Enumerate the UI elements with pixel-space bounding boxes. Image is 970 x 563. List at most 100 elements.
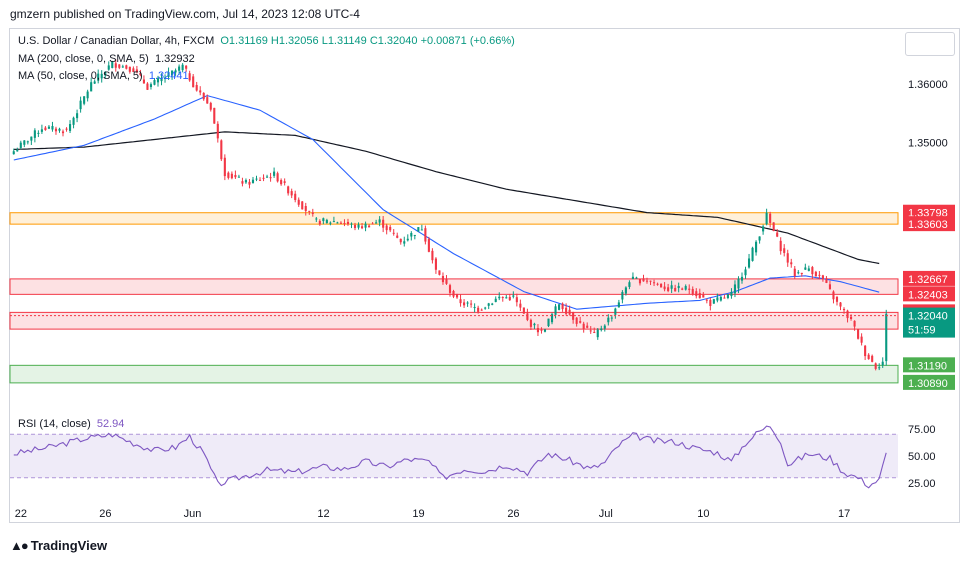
candle [709,297,712,311]
candle [582,321,585,333]
candle [230,171,233,180]
candle [329,221,332,226]
candle [793,265,796,279]
candle [12,148,15,155]
candle [871,354,874,363]
ma200-legend: MA (200, close, 0, SMA, 5) 1.32932 [18,53,195,65]
candle [392,229,395,236]
candle [558,303,561,311]
candle [684,284,687,291]
candle [206,94,209,104]
candle [47,125,50,130]
candle [825,276,828,284]
candle [118,64,121,70]
candle [645,277,649,284]
candle [294,190,297,203]
chart-settings-button[interactable] [905,32,955,56]
price-tag: 1.32403 [903,286,955,302]
candle [480,308,483,311]
candle [519,299,522,312]
candle [547,318,550,328]
candle [406,234,409,242]
candle [814,270,817,277]
candle [357,222,360,230]
candle [68,120,72,134]
candle [575,317,578,327]
candle [156,75,160,87]
candle [135,65,138,74]
chart-frame [9,28,960,523]
candle [431,248,434,264]
candle [747,253,751,269]
candle [642,274,645,282]
time-tick-label: 22 [15,508,27,520]
candle [804,263,807,271]
candles [12,59,888,371]
candle [610,315,613,322]
candle [540,327,543,334]
candle [142,75,145,84]
candle [160,73,163,86]
candle [550,312,554,325]
candle [533,322,536,329]
candle [635,276,638,279]
svg-text:51:59: 51:59 [908,325,936,337]
candle [61,129,65,137]
time-tick-label: 26 [99,508,111,520]
candle [195,81,198,92]
price-tags: 1.337981.336031.326671.324031.320951.318… [903,204,955,390]
candle [593,327,596,334]
time-tick-label: Jul [599,508,613,520]
candle [790,258,793,268]
candle [730,288,733,299]
candle [670,280,673,294]
candle [213,107,216,124]
time-tick-label: 19 [412,508,424,520]
candle [237,174,240,178]
candle [86,89,89,102]
candle [455,293,459,299]
candle [621,290,624,304]
candle [26,140,29,145]
ma200-value: 1.32932 [154,53,195,65]
candle [181,63,184,73]
candle [353,222,357,231]
candle [667,283,670,293]
candle [438,270,441,276]
zone-support-1 [9,311,899,330]
candle [128,66,131,74]
candle [262,174,265,182]
candle [241,177,244,187]
svg-text:1.31190: 1.31190 [908,360,947,372]
candle [688,284,691,295]
price-tag: 1.33603 [903,216,955,232]
rsi-chart[interactable]: 75.00 50.00 25.00 [0,410,970,510]
tradingview-logo[interactable]: ▲● TradingView [10,538,107,553]
candle [83,96,86,106]
candle [54,126,58,135]
candle [484,306,487,310]
candle [674,284,677,292]
candle [663,282,666,292]
candle [512,291,515,299]
candle [501,296,504,302]
candle [104,71,107,79]
candle [561,302,564,312]
candle [835,295,839,306]
candle [269,172,272,182]
rsi-tick-label: 50.00 [908,451,936,463]
candle [174,68,177,76]
price-axis-ticks: 1.36000 1.35000 [908,79,948,150]
time-tick-label: 17 [838,508,850,520]
candle [441,272,445,285]
candle [691,286,694,296]
candle [322,217,325,225]
candle [378,216,381,227]
candle [712,298,715,305]
svg-text:1.30890: 1.30890 [908,378,948,390]
candle [600,325,603,332]
candle [403,236,406,247]
rsi-line [13,425,887,489]
candle [16,147,19,152]
